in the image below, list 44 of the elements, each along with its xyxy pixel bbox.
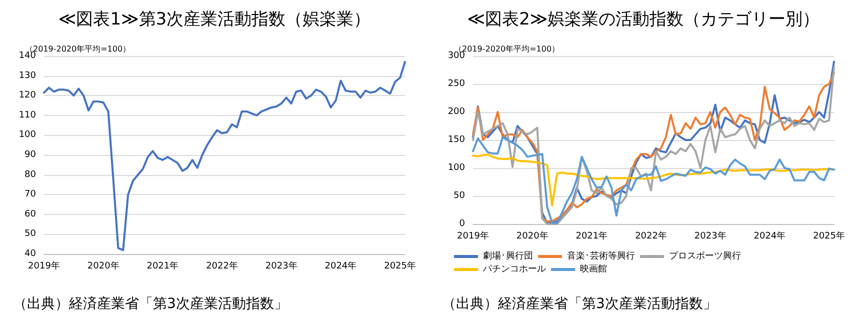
line-series (472, 154, 835, 207)
legend-label: プロスポーツ興行 (669, 250, 741, 262)
x-tick-label: 2025年 (813, 230, 846, 242)
y-tick-label: 250 (448, 79, 466, 89)
y-tick-label: 130 (18, 70, 36, 81)
y-tick-label: 120 (18, 90, 36, 101)
y-tick-label: 80 (24, 170, 36, 180)
y-tick-label: 100 (448, 163, 466, 173)
y-tick-label: 140 (18, 51, 36, 61)
text: （出典）経済産業省「第3次産業活動指数」 (13, 296, 288, 312)
y-tick-label: 150 (448, 135, 466, 145)
text: （出典）経済産業省「第3次産業活動指数」 (442, 296, 717, 312)
y-tick-label: 0 (459, 219, 466, 229)
y-tick-label: 100 (18, 130, 36, 140)
x-tick-label: 2019年 (28, 260, 60, 272)
y-tick-label: 40 (24, 249, 36, 259)
y-tick-label: 50 (454, 191, 466, 201)
x-tick-label: 2022年 (206, 260, 238, 272)
y-tick-label: 70 (24, 190, 36, 200)
x-tick-label: 2021年 (146, 260, 179, 272)
x-tick-label: 2019年 (457, 230, 489, 242)
x-tick-label: 2023年 (265, 260, 298, 272)
line-series (472, 136, 835, 224)
x-tick-label: 2025年 (384, 260, 416, 272)
legend-label: パチンコホール (482, 264, 546, 274)
line-series (43, 60, 406, 252)
y-tick-label: 50 (24, 229, 36, 240)
y-tick-label: 200 (448, 107, 466, 117)
legend-label: 映画館 (580, 264, 607, 274)
y-tick-label: 110 (18, 110, 36, 120)
legend-label: 劇場･興行団 (483, 250, 533, 262)
x-tick-label: 2022年 (635, 230, 667, 242)
x-tick-label: 2023年 (694, 230, 726, 242)
x-tick-label: 2020年 (87, 260, 120, 272)
y-tick-label: 90 (24, 150, 36, 160)
chart-title: ≪図表1≫第3次産業活動指数（娯楽業） (58, 10, 371, 30)
y-tick-label: 300 (448, 51, 466, 61)
x-tick-label: 2024年 (324, 260, 357, 272)
chart-title: ≪図表2≫娯楽業の活動指数（カテゴリー別） (467, 10, 820, 30)
x-tick-label: 2024年 (754, 230, 786, 242)
x-tick-label: 2020年 (516, 230, 548, 242)
y-tick-label: 60 (24, 209, 36, 220)
legend-label: 音楽･芸術等興行 (567, 250, 635, 262)
x-tick-label: 2021年 (576, 230, 608, 242)
